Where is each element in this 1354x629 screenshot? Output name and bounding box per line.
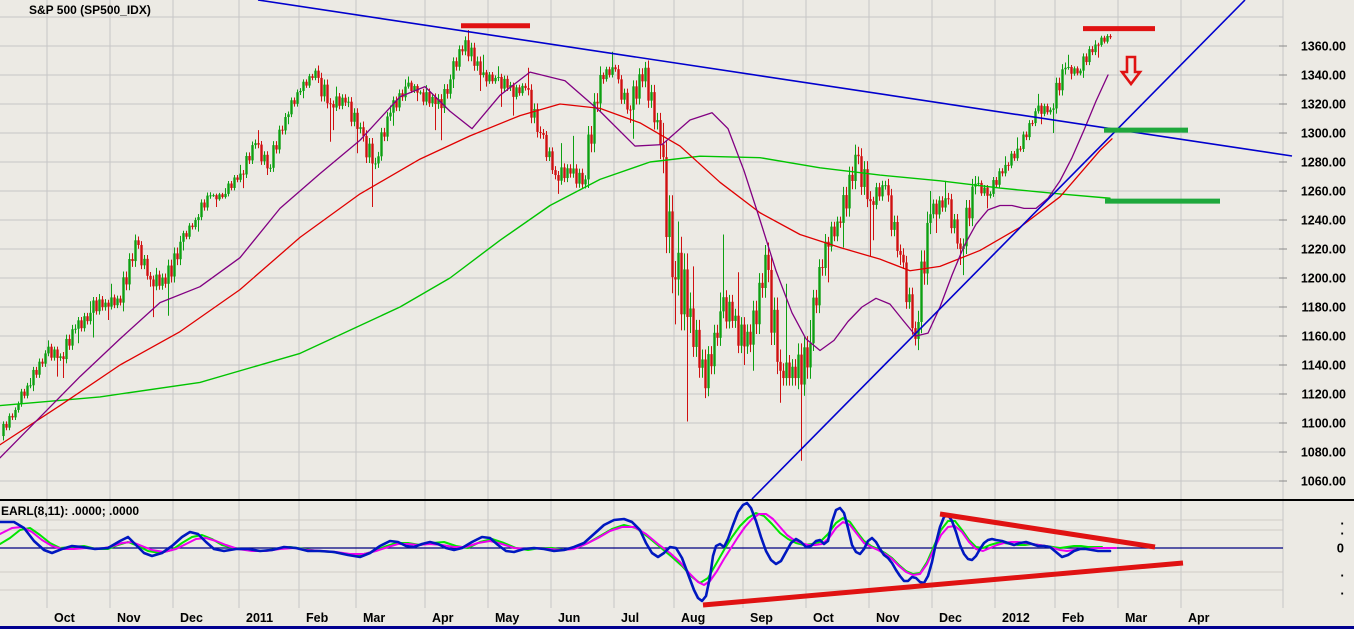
y-axis-labels: 1360.00 1340.00 1320.00 1300.00 1280.00 1260.… bbox=[1279, 40, 1346, 489]
y-axis-label: 1300.00 bbox=[1301, 127, 1346, 141]
candles-layer bbox=[2, 30, 1112, 461]
moving-averages-layer bbox=[0, 71, 1113, 459]
y-axis-label: 1060.00 bbox=[1301, 475, 1346, 489]
x-axis-label: Nov bbox=[117, 611, 141, 625]
x-axis-label: Dec bbox=[939, 611, 962, 625]
x-axis-label: Dec bbox=[180, 611, 203, 625]
oscillator-axis-label: . bbox=[1340, 513, 1344, 528]
y-axis-label: 1340.00 bbox=[1301, 69, 1346, 83]
y-axis-label: 1120.00 bbox=[1302, 388, 1347, 402]
x-axis-label: Mar bbox=[1125, 611, 1147, 625]
oscillator-axis-label: 0 bbox=[1337, 541, 1344, 556]
x-axis-label: Jul bbox=[621, 611, 639, 625]
y-axis-label: 1100.00 bbox=[1302, 417, 1347, 431]
x-axis-label: Sep bbox=[750, 611, 773, 625]
oscillator-axis-label: . bbox=[1340, 523, 1344, 538]
oscillator-axis-label: . bbox=[1340, 565, 1344, 580]
x-axis-label: Apr bbox=[432, 611, 454, 625]
x-axis-label: Oct bbox=[813, 611, 835, 625]
y-axis-label: 1160.00 bbox=[1302, 330, 1347, 344]
oscillator-axis-label: . bbox=[1340, 583, 1344, 598]
y-axis-label: 1260.00 bbox=[1301, 185, 1346, 199]
window-bottom-edge bbox=[0, 626, 1354, 629]
y-axis-label: 1360.00 bbox=[1301, 40, 1346, 54]
x-axis-label: Apr bbox=[1188, 611, 1210, 625]
y-axis-label: 1220.00 bbox=[1301, 243, 1346, 257]
x-axis-label: Feb bbox=[306, 611, 329, 625]
x-axis-label: Feb bbox=[1062, 611, 1085, 625]
panel-separator[interactable] bbox=[0, 499, 1354, 501]
x-axis-labels: Oct Nov Dec 2011 Feb Mar Apr May Jun Jul Aug Sep Oct… bbox=[54, 611, 1210, 625]
y-axis-label: 1200.00 bbox=[1301, 272, 1346, 286]
x-axis-label: Mar bbox=[363, 611, 385, 625]
x-axis-label: Jun bbox=[558, 611, 580, 625]
x-axis-label: Oct bbox=[54, 611, 76, 625]
oscillator-layer bbox=[0, 501, 1283, 608]
x-axis-label: Nov bbox=[876, 611, 900, 625]
y-axis-label: 1280.00 bbox=[1301, 156, 1346, 170]
down-arrow-annotation bbox=[1119, 55, 1143, 87]
y-axis-label: 1240.00 bbox=[1301, 214, 1346, 228]
annotations-layer bbox=[257, 0, 1293, 500]
y-axis-label: 1180.00 bbox=[1302, 301, 1347, 315]
x-axis-label: Aug bbox=[681, 611, 705, 625]
y-axis-label: 1320.00 bbox=[1301, 98, 1346, 112]
x-axis-label: 2012 bbox=[1002, 611, 1030, 625]
gridlines-layer bbox=[0, 0, 1284, 608]
y-axis-label: 1080.00 bbox=[1301, 446, 1346, 460]
y-axis-label: 1140.00 bbox=[1302, 359, 1347, 373]
oscillator-axis-labels: .. 0.. bbox=[1337, 513, 1344, 598]
x-axis-label: May bbox=[495, 611, 519, 625]
x-axis-label: 2011 bbox=[246, 611, 273, 625]
